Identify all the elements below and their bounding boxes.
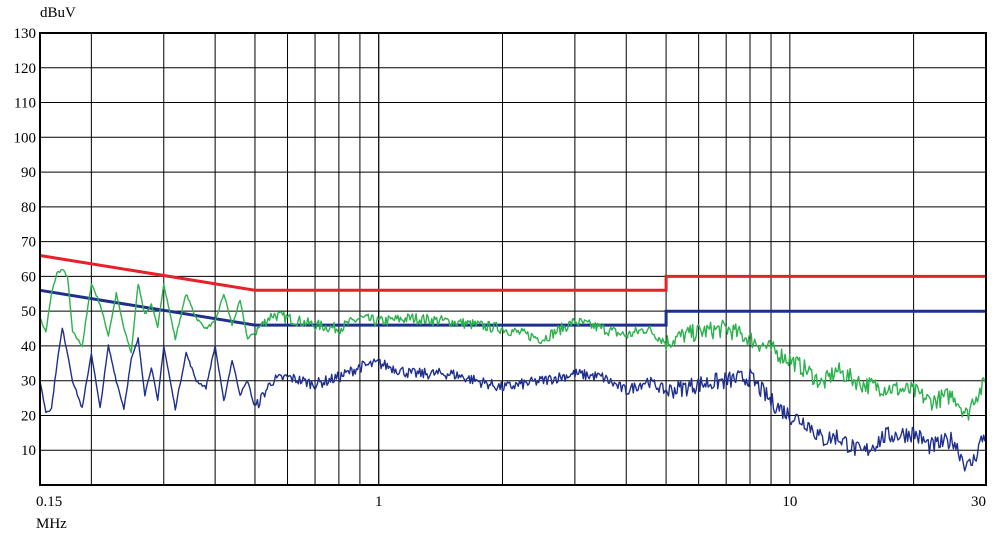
limit-line-limit-avg xyxy=(39,288,986,327)
y-axis-title: dBuV xyxy=(40,5,76,21)
series-measured-avg xyxy=(39,327,987,472)
y-tick-label: 70 xyxy=(21,235,36,251)
plot-area xyxy=(40,33,986,485)
y-tick-label: 60 xyxy=(21,269,36,285)
x-tick-label: 10 xyxy=(782,494,797,510)
y-tick-label: 100 xyxy=(14,130,37,146)
plot-frame xyxy=(39,32,987,486)
y-tick-label: 10 xyxy=(21,443,36,459)
trace-line-measured-qp xyxy=(39,268,987,421)
y-tick-label: 50 xyxy=(21,304,36,320)
x-tick-label: 0.15 xyxy=(36,494,62,510)
y-tick-label: 80 xyxy=(21,200,36,216)
y-tick-label: 40 xyxy=(21,339,36,355)
y-tick-label: 110 xyxy=(14,96,36,112)
series-limit-qp xyxy=(39,254,986,292)
x-axis-title: MHz xyxy=(36,516,67,532)
y-tick-label: 130 xyxy=(14,26,37,42)
y-tick-label: 120 xyxy=(14,61,37,77)
y-tick-label: 30 xyxy=(21,374,36,390)
y-tick-label: 90 xyxy=(21,165,36,181)
limit-line-limit-qp xyxy=(39,254,986,292)
series-layer xyxy=(39,254,987,472)
y-tick-label: 20 xyxy=(21,408,36,424)
series-limit-avg xyxy=(39,288,986,327)
series-measured-qp xyxy=(39,268,987,421)
x-tick-label: 1 xyxy=(375,494,383,510)
x-tick-label: 30 xyxy=(971,494,986,510)
trace-line-measured-avg xyxy=(39,327,987,472)
